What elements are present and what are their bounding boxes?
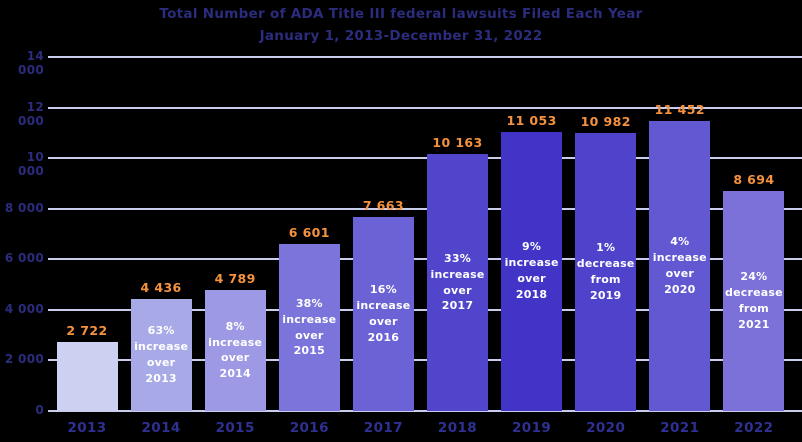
x-axis-label-2021: 2021 (660, 420, 700, 436)
bar-2022: 24% decrease from 2021 (723, 191, 785, 411)
bar-annotation-2015: 8% increase over 2014 (208, 319, 263, 381)
chart-subtitle: January 1, 2013-December 31, 2022 (259, 28, 543, 44)
y-axis-label-6000: 6 000 (4, 251, 44, 266)
value-label-2019: 11 053 (506, 112, 557, 128)
bar-2018: 33% increase over 2017 (427, 154, 488, 411)
x-axis-label-2020: 2020 (586, 420, 626, 436)
value-label-2021: 11 452 (654, 102, 705, 118)
bar-2013 (56, 342, 118, 411)
bar-2014: 63% increase over 2013 (130, 298, 192, 411)
value-label-2014: 4 436 (140, 279, 182, 295)
value-label-2015: 4 789 (214, 270, 256, 286)
y-axis-label-14000: 14 000 (18, 49, 44, 77)
x-axis-label-2015: 2015 (215, 420, 255, 436)
bar-annotation-2014: 63% increase over 2013 (134, 324, 189, 385)
bar-2020: 1% decrease from 2019 (575, 133, 637, 411)
bar-annotation-2016: 38% increase over 2015 (282, 296, 337, 358)
value-label-2013: 2 722 (66, 323, 108, 339)
y-axis-label-2000: 2 000 (4, 352, 44, 367)
value-label-2018: 10 163 (432, 135, 483, 151)
gridline-6000 (48, 258, 802, 261)
bar-annotation-2020: 1% decrease from 2019 (576, 241, 635, 303)
gridline-8000 (48, 207, 802, 210)
bar-2016: 38% increase over 2015 (278, 244, 340, 411)
y-axis-label-4000: 4 000 (4, 301, 44, 316)
value-label-2020: 10 982 (580, 114, 631, 130)
x-axis-label-2022: 2022 (734, 420, 774, 436)
gridline-12000 (48, 106, 802, 109)
x-axis-label-2019: 2019 (512, 420, 552, 436)
y-axis-label-8000: 8 000 (4, 200, 44, 215)
x-axis-label-2016: 2016 (289, 420, 329, 436)
gridline-10000 (48, 157, 802, 160)
bar-annotation-2019: 9% increase over 2018 (504, 240, 559, 302)
bar-annotation-2017: 16% increase over 2016 (356, 283, 411, 345)
bar-annotation-2022: 24% decrease from 2021 (725, 270, 783, 331)
gridline-14000 (48, 56, 802, 58)
chart-title: Total Number of ADA Title III federal la… (159, 6, 643, 22)
x-axis-label-2014: 2014 (141, 420, 181, 436)
y-axis-label-0: 0 (35, 403, 44, 417)
bar-2015: 8% increase over 2014 (204, 289, 266, 411)
x-axis-label-2018: 2018 (437, 420, 478, 436)
gridline-4000 (48, 308, 802, 311)
x-axis-label-2017: 2017 (363, 420, 403, 436)
value-label-2016: 6 601 (288, 225, 330, 241)
bar-2019: 9% increase over 2018 (501, 131, 563, 411)
bar-2017: 16% increase over 2016 (352, 217, 414, 411)
gridline-2000 (48, 359, 802, 362)
y-axis-label-10000: 10 000 (18, 150, 44, 179)
y-axis-label-12000: 12 000 (18, 99, 44, 128)
value-label-2017: 7 663 (362, 198, 404, 214)
x-axis-label-2013: 2013 (67, 420, 107, 436)
bar-2021: 4% increase over 2020 (649, 121, 711, 411)
bar-annotation-2021: 4% increase over 2020 (652, 235, 707, 297)
bar-annotation-2018: 33% increase over 2017 (430, 251, 485, 313)
gridline-0 (48, 410, 802, 412)
value-label-2022: 8 694 (733, 172, 775, 188)
